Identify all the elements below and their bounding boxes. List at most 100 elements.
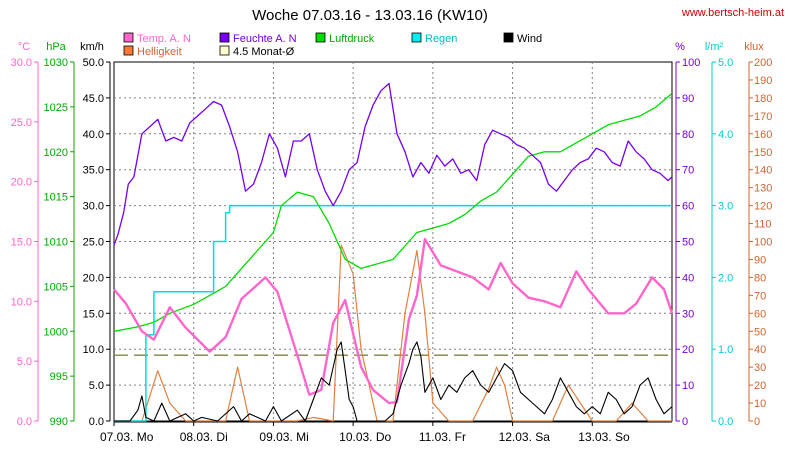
humidity-series-line bbox=[113, 82, 673, 246]
pressure-tick-label: 995 bbox=[50, 371, 68, 383]
light-tick-label: 30 bbox=[754, 362, 766, 374]
light-tick-label: 80 bbox=[754, 272, 766, 284]
light-axis-unit: klux bbox=[744, 41, 764, 53]
humidity-tick-label: 0 bbox=[682, 416, 688, 428]
pressure-series-line bbox=[113, 92, 673, 332]
chart-title: Woche 07.03.16 - 13.03.16 (KW10) bbox=[252, 7, 488, 24]
rain-tick-label: 5.0 bbox=[718, 57, 733, 69]
light-tick-label: 160 bbox=[754, 129, 772, 141]
humidity-tick-label: 20 bbox=[682, 344, 694, 356]
x-tick-label: 12.03. Sa bbox=[499, 430, 551, 444]
light-tick-label: 110 bbox=[754, 219, 772, 231]
light-tick-label: 40 bbox=[754, 344, 766, 356]
light-tick-label: 170 bbox=[754, 111, 772, 123]
rain-tick-label: 1.0 bbox=[718, 344, 733, 356]
legend-swatch bbox=[315, 32, 326, 43]
legend-swatch bbox=[503, 32, 514, 43]
legend-label: Temp. A. N bbox=[137, 33, 191, 45]
wind-tick-label: 30.0 bbox=[83, 201, 104, 213]
x-tick-label: 10.03. Do bbox=[339, 430, 391, 444]
plot-area bbox=[113, 82, 674, 422]
humidity-tick-label: 60 bbox=[682, 201, 694, 213]
light-tick-label: 70 bbox=[754, 290, 766, 302]
legend-swatch bbox=[123, 32, 134, 43]
wind-tick-label: 15.0 bbox=[83, 308, 104, 320]
humidity-tick-label: 50 bbox=[682, 237, 694, 249]
temp-tick-label: 0.0 bbox=[17, 416, 32, 428]
rain-axis-unit: l/m² bbox=[705, 41, 724, 53]
light-tick-label: 190 bbox=[754, 75, 772, 87]
humidity-tick-label: 30 bbox=[682, 308, 694, 320]
x-tick-label: 09.03. Mi bbox=[259, 430, 308, 444]
x-tick-label: 08.03. Di bbox=[180, 430, 228, 444]
x-tick-label: 07.03. Mo bbox=[100, 430, 154, 444]
wind-tick-label: 50.0 bbox=[83, 57, 104, 69]
pressure-tick-label: 1005 bbox=[44, 281, 68, 293]
rain-tick-label: 3.0 bbox=[718, 201, 733, 213]
temp-tick-label: 10.0 bbox=[11, 296, 32, 308]
light-tick-label: 0 bbox=[754, 416, 760, 428]
light-tick-label: 50 bbox=[754, 326, 766, 338]
pressure-tick-label: 990 bbox=[50, 416, 68, 428]
legend-swatch bbox=[219, 45, 230, 56]
legend-label: Luftdruck bbox=[329, 33, 375, 45]
light-tick-label: 20 bbox=[754, 380, 766, 392]
legend-swatch bbox=[123, 45, 134, 56]
humidity-tick-label: 90 bbox=[682, 93, 694, 105]
legend-swatch bbox=[411, 32, 422, 43]
light-tick-label: 180 bbox=[754, 93, 772, 105]
pressure-tick-label: 1000 bbox=[44, 326, 68, 338]
temp-tick-label: 20.0 bbox=[11, 177, 32, 189]
legend: Temp. A. N Feuchte A. N Luftdruck Regen Wind… bbox=[123, 32, 542, 58]
humidity-tick-label: 100 bbox=[682, 57, 700, 69]
temp-tick-label: 5.0 bbox=[17, 356, 32, 368]
pressure-tick-label: 1015 bbox=[44, 192, 68, 204]
wind-tick-label: 35.0 bbox=[83, 165, 104, 177]
rain-tick-label: 0.0 bbox=[718, 416, 733, 428]
temp-tick-label: 15.0 bbox=[11, 237, 32, 249]
temp-tick-label: 25.0 bbox=[11, 117, 32, 129]
light-tick-label: 60 bbox=[754, 308, 766, 320]
legend-label: Feuchte A. N bbox=[233, 33, 297, 45]
wind-tick-label: 25.0 bbox=[83, 237, 104, 249]
wind-tick-label: 0.0 bbox=[89, 416, 104, 428]
legend-label: 4.5 Monat-Ø bbox=[233, 46, 295, 58]
light-tick-label: 200 bbox=[754, 57, 772, 69]
rain-tick-label: 4.0 bbox=[718, 129, 733, 141]
x-tick-label: 11.03. Fr bbox=[419, 430, 466, 444]
legend-label: Wind bbox=[517, 33, 542, 45]
temp-series-line bbox=[113, 237, 674, 405]
light-tick-label: 140 bbox=[754, 165, 772, 177]
legend-swatch bbox=[219, 32, 230, 43]
pressure-axis-unit: hPa bbox=[46, 41, 66, 53]
legend-label: Regen bbox=[425, 33, 457, 45]
legend-label: Helligkeit bbox=[137, 46, 182, 58]
light-tick-label: 90 bbox=[754, 254, 766, 266]
wind-axis-unit: km/h bbox=[80, 41, 104, 53]
wind-tick-label: 20.0 bbox=[83, 272, 104, 284]
light-tick-label: 10 bbox=[754, 398, 766, 410]
wind-tick-label: 5.0 bbox=[89, 380, 104, 392]
wind-tick-label: 10.0 bbox=[83, 344, 104, 356]
humidity-tick-label: 80 bbox=[682, 129, 694, 141]
pressure-tick-label: 1025 bbox=[44, 102, 68, 114]
humidity-tick-label: 70 bbox=[682, 165, 694, 177]
axes: °C0.05.010.015.020.025.030.0hPa990995100… bbox=[11, 41, 773, 444]
wind-tick-label: 40.0 bbox=[83, 129, 104, 141]
temp-axis-unit: °C bbox=[18, 41, 30, 53]
pressure-tick-label: 1030 bbox=[44, 57, 68, 69]
pressure-tick-label: 1020 bbox=[44, 147, 68, 159]
pressure-tick-label: 1010 bbox=[44, 237, 68, 249]
humidity-tick-label: 40 bbox=[682, 272, 694, 284]
x-tick-label: 13.03. So bbox=[578, 430, 630, 444]
light-tick-label: 130 bbox=[754, 183, 772, 195]
wind-tick-label: 45.0 bbox=[83, 93, 104, 105]
light-tick-label: 150 bbox=[754, 147, 772, 159]
light-series-line bbox=[114, 244, 672, 422]
light-tick-label: 100 bbox=[754, 237, 772, 249]
light-tick-label: 120 bbox=[754, 201, 772, 213]
site-link[interactable]: www.bertsch-heim.at bbox=[681, 7, 784, 19]
